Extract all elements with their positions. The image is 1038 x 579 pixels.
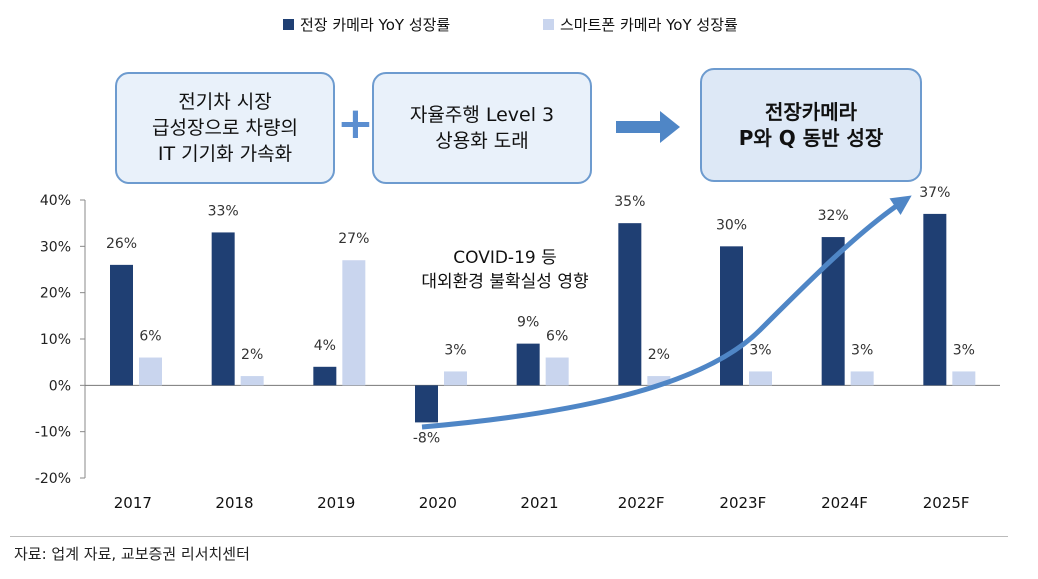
bar-auto-2020 [415,385,438,423]
data-label-smartphone: 3% [851,342,873,358]
data-label-smartphone: 2% [241,347,263,363]
bar-auto-2017 [110,264,133,386]
data-label-auto: 30% [716,217,747,233]
bar-auto-2024F [821,237,845,386]
info-box-ev-market-text: 전기차 시장 급성장으로 차량의 IT 기기화 가속화 [152,91,298,165]
info-box-autonomous: 자율주행 Level 3 상용화 도래 [372,72,592,184]
data-label-smartphone: 3% [749,342,771,358]
data-label-smartphone: 3% [953,342,975,358]
x-tick-label: 2023F [719,494,766,512]
y-tick-label: 10% [40,332,71,348]
info-box-ev-market: 전기차 시장 급성장으로 차량의 IT 기기화 가속화 [115,72,335,184]
legend-label-smartphone: 스마트폰 카메라 YoY 성장률 [560,16,738,34]
bar-smartphone-2025F [952,371,976,386]
bar-smartphone-2023F [749,371,772,386]
legend-swatch-smartphone [543,19,554,30]
info-box-conclusion-text: 전장카메라 P와 Q 동반 성장 [738,100,884,150]
data-label-smartphone: 27% [338,231,369,247]
y-tick-label: 20% [40,286,71,302]
info-box-conclusion: 전장카메라 P와 Q 동반 성장 [700,68,922,182]
bar-smartphone-2019 [342,260,366,386]
data-label-smartphone: 6% [546,329,568,345]
data-label-auto: 33% [208,203,239,219]
info-box-autonomous-text: 자율주행 Level 3 상용화 도래 [409,104,555,152]
data-label-auto: -8% [413,430,440,446]
legend-swatch-auto [283,19,294,30]
data-label-auto: 4% [314,338,336,354]
y-tick-label: 40% [40,193,71,209]
legend-auto: 전장 카메라 YoY 성장률 [283,14,450,35]
bar-smartphone-2017 [139,357,162,386]
y-tick-label: 0% [49,378,71,394]
bar-smartphone-2021 [545,357,569,386]
data-label-auto: 35% [614,194,645,210]
data-label-auto: 37% [919,185,950,201]
x-tick-label: 2021 [520,494,558,512]
bar-auto-2025F [923,213,947,386]
bar-auto-2019 [313,366,337,386]
x-tick-label: 2022F [618,494,665,512]
data-label-auto: 26% [106,236,137,252]
x-tick-label: 2020 [419,494,457,512]
x-tick-label: 2019 [317,494,355,512]
block-arrow-icon [616,111,680,143]
legend-smartphone: 스마트폰 카메라 YoY 성장률 [543,14,738,35]
data-label-smartphone: 6% [139,329,161,345]
plus-icon: + [337,98,374,149]
x-tick-label: 2024F [821,494,868,512]
trend-arrow [421,195,912,430]
x-tick-label: 2025F [923,494,970,512]
bar-auto-2023F [720,246,743,386]
bar-auto-2022F [618,223,642,386]
x-tick-label: 2018 [215,494,253,512]
bar-smartphone-2020 [444,371,467,386]
bar-smartphone-2022F [647,376,671,386]
bar-smartphone-2018 [240,376,264,386]
y-tick-label: 30% [40,239,71,255]
covid-annotation: COVID-19 등 대외환경 불확실성 영향 [421,248,589,292]
y-tick-label: -10% [35,425,71,441]
y-tick-label: -20% [35,471,71,487]
source-note: 자료: 업계 자료, 교보증권 리서치센터 [14,545,250,563]
bar-auto-2021 [516,343,540,386]
x-tick-label: 2017 [114,494,152,512]
data-label-auto: 9% [517,315,539,331]
data-label-smartphone: 3% [444,342,466,358]
legend-label-auto: 전장 카메라 YoY 성장률 [300,16,451,34]
data-label-auto: 32% [818,208,849,224]
data-label-smartphone: 2% [648,347,670,363]
source-divider [10,536,1008,537]
bar-smartphone-2024F [850,371,874,386]
bar-auto-2018 [211,232,235,386]
